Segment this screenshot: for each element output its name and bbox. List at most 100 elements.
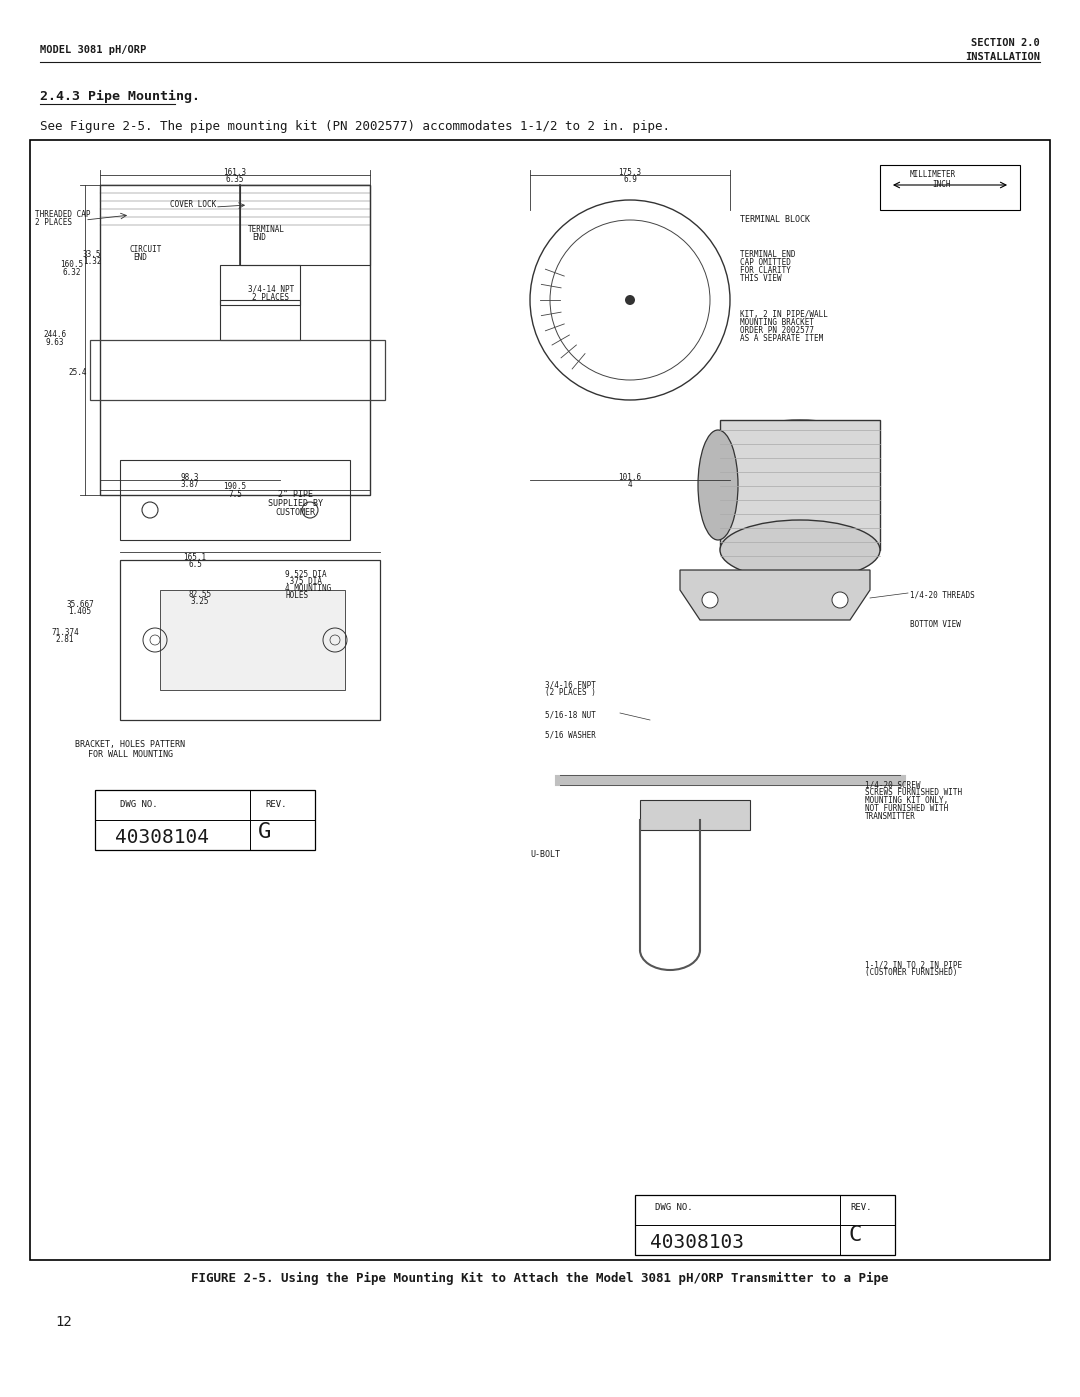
Text: 1-1/2 IN TO 2 IN PIPE: 1-1/2 IN TO 2 IN PIPE: [865, 960, 962, 970]
Text: 1/4-20 SCREW: 1/4-20 SCREW: [865, 780, 920, 789]
Text: 9.525 DIA: 9.525 DIA: [285, 570, 326, 578]
Text: 101.6: 101.6: [619, 474, 642, 482]
Text: MILLIMETER: MILLIMETER: [910, 170, 956, 179]
Text: REV.: REV.: [850, 1203, 872, 1213]
Text: FOR WALL MOUNTING: FOR WALL MOUNTING: [87, 750, 173, 759]
Text: 9.63: 9.63: [45, 338, 64, 346]
Text: THREADED CAP: THREADED CAP: [35, 210, 91, 219]
Text: 6.9: 6.9: [623, 175, 637, 184]
Bar: [240, 184, 370, 265]
Text: 3.87: 3.87: [180, 481, 199, 489]
Text: G: G: [258, 821, 271, 842]
Bar: [220, 300, 300, 339]
Text: HOLES: HOLES: [285, 591, 308, 599]
Bar: [100, 184, 370, 495]
Text: BOTTOM VIEW: BOTTOM VIEW: [910, 620, 961, 629]
Text: 25.4: 25.4: [69, 367, 87, 377]
Text: 4: 4: [627, 481, 632, 489]
Text: 40308104: 40308104: [114, 828, 210, 847]
Text: DWG NO.: DWG NO.: [654, 1203, 692, 1213]
Text: 4 MOUNTING: 4 MOUNTING: [285, 584, 332, 592]
Bar: [120, 560, 380, 719]
Text: REV.: REV.: [265, 800, 286, 809]
Text: 12: 12: [55, 1315, 71, 1329]
Text: END: END: [133, 253, 147, 263]
Text: 2" PIPE: 2" PIPE: [278, 490, 312, 499]
Text: CUSTOMER: CUSTOMER: [275, 509, 315, 517]
Ellipse shape: [720, 420, 880, 481]
Text: 160.5: 160.5: [60, 260, 83, 270]
Text: 1.405: 1.405: [68, 608, 92, 616]
Text: MODEL 3081 pH/ORP: MODEL 3081 pH/ORP: [40, 45, 146, 54]
Polygon shape: [720, 420, 880, 550]
Bar: [160, 590, 345, 690]
Text: 3/4-16 FNPT: 3/4-16 FNPT: [545, 680, 596, 689]
Ellipse shape: [720, 520, 880, 580]
Text: 7.5: 7.5: [228, 490, 242, 499]
Text: FOR CLARITY: FOR CLARITY: [740, 265, 791, 275]
Text: 33.5: 33.5: [83, 250, 102, 258]
Polygon shape: [680, 570, 870, 620]
Text: MOUNTING KIT ONLY,: MOUNTING KIT ONLY,: [865, 796, 948, 805]
Text: See Figure 2-5. The pipe mounting kit (PN 2002577) accommodates 1-1/2 to 2 in. p: See Figure 2-5. The pipe mounting kit (P…: [40, 120, 670, 133]
Text: 2.81: 2.81: [56, 636, 75, 644]
Text: MOUNTING BRACKET: MOUNTING BRACKET: [740, 319, 814, 327]
Text: END: END: [252, 233, 266, 242]
Text: 1/4-20 THREADS: 1/4-20 THREADS: [910, 590, 975, 599]
Text: INCH: INCH: [932, 180, 950, 189]
Text: COVER LOCK: COVER LOCK: [170, 200, 216, 210]
Text: THIS VIEW: THIS VIEW: [740, 274, 782, 284]
Text: DWG NO.: DWG NO.: [120, 800, 158, 809]
Text: SECTION 2.0: SECTION 2.0: [971, 38, 1040, 47]
Text: 161.3: 161.3: [224, 168, 246, 177]
Bar: [30, 140, 1050, 1260]
Text: 2 PLACES: 2 PLACES: [252, 293, 289, 302]
Text: C: C: [848, 1225, 862, 1245]
Text: 3/4-14 NPT: 3/4-14 NPT: [248, 285, 294, 293]
Text: (2 PLACES ): (2 PLACES ): [545, 687, 596, 697]
Circle shape: [625, 295, 635, 305]
Text: 5/16-18 NUT: 5/16-18 NUT: [545, 710, 596, 719]
Text: TERMINAL BLOCK: TERMINAL BLOCK: [740, 215, 810, 224]
Text: 175.3: 175.3: [619, 168, 642, 177]
Text: 98.3: 98.3: [180, 474, 199, 482]
Text: 6.32: 6.32: [63, 268, 81, 277]
Text: 35.667: 35.667: [66, 599, 94, 609]
Text: TERMINAL END: TERMINAL END: [740, 250, 796, 258]
Text: 82.55: 82.55: [188, 590, 212, 599]
Circle shape: [832, 592, 848, 608]
Text: .375 DIA: .375 DIA: [285, 577, 322, 585]
Bar: [880, 165, 1020, 210]
Text: FIGURE 2-5. Using the Pipe Mounting Kit to Attach the Model 3081 pH/ORP Transmit: FIGURE 2-5. Using the Pipe Mounting Kit …: [191, 1273, 889, 1285]
Bar: [90, 339, 384, 400]
Text: 1.32: 1.32: [83, 257, 102, 265]
Text: 40308103: 40308103: [650, 1234, 744, 1252]
Polygon shape: [640, 800, 750, 830]
Text: 2 PLACES: 2 PLACES: [35, 218, 72, 226]
Text: 3.25: 3.25: [191, 597, 210, 606]
Text: AS A SEPARATE ITEM: AS A SEPARATE ITEM: [740, 334, 823, 344]
Text: SUPPLIED BY: SUPPLIED BY: [268, 499, 323, 509]
Bar: [635, 1194, 895, 1255]
Text: 6.5: 6.5: [188, 560, 202, 569]
Bar: [120, 460, 350, 541]
Text: INSTALLATION: INSTALLATION: [966, 52, 1040, 61]
Text: 71.374: 71.374: [51, 629, 79, 637]
Text: NOT FURNISHED WITH: NOT FURNISHED WITH: [865, 805, 948, 813]
Text: 2.4.3 Pipe Mounting.: 2.4.3 Pipe Mounting.: [40, 89, 200, 103]
Text: 244.6: 244.6: [43, 330, 67, 339]
Text: U-BOLT: U-BOLT: [530, 849, 561, 859]
Text: CIRCUIT: CIRCUIT: [130, 244, 162, 254]
Text: TRANSMITTER: TRANSMITTER: [865, 812, 916, 821]
Ellipse shape: [698, 430, 738, 541]
Text: 190.5: 190.5: [224, 482, 246, 490]
Text: BRACKET, HOLES PATTERN: BRACKET, HOLES PATTERN: [75, 740, 185, 749]
Bar: [95, 789, 315, 849]
Text: SCREWS FURNISHED WITH: SCREWS FURNISHED WITH: [865, 788, 962, 798]
Text: CAP OMITTED: CAP OMITTED: [740, 258, 791, 267]
Text: 6.35: 6.35: [226, 175, 244, 184]
Text: KIT, 2 IN PIPE/WALL: KIT, 2 IN PIPE/WALL: [740, 310, 828, 319]
Bar: [220, 265, 300, 305]
Text: ORDER PN 2002577: ORDER PN 2002577: [740, 326, 814, 335]
Text: 165.1: 165.1: [184, 553, 206, 562]
